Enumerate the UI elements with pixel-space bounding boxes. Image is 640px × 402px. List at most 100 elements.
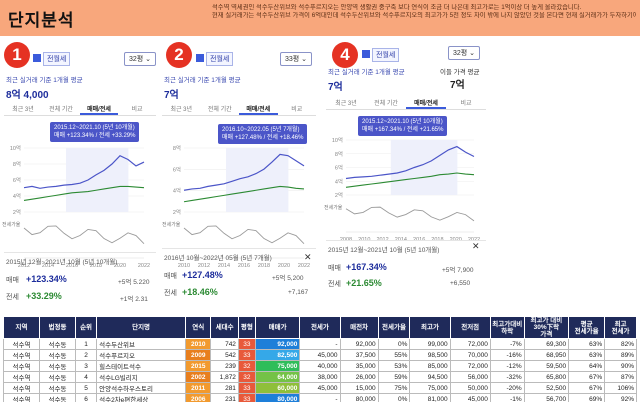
table-cell: 85,000	[409, 360, 451, 372]
period-text: 2015년 12월~2021년 10월 (5년 10개월)	[6, 259, 118, 266]
column-header[interactable]: 연식	[185, 316, 212, 339]
column-header[interactable]: 전세가율	[377, 316, 411, 339]
tab-compare[interactable]: 비교	[131, 107, 143, 113]
tab-sale-rent[interactable]: 매매/전세	[80, 104, 118, 115]
x-tick-label: 2014	[42, 263, 54, 269]
tab-all-period[interactable]: 전체 기간	[207, 107, 232, 113]
size-select[interactable]: 33평 ⌄	[280, 52, 313, 66]
table-cell: 석수역	[3, 338, 40, 350]
y-tick-label: 6억	[335, 164, 343, 172]
tab-recent-3y[interactable]: 최근 3년	[170, 107, 193, 113]
table-cell: 33	[237, 393, 256, 402]
close-icon[interactable]: ✕	[472, 241, 480, 251]
y-tick-label: 10억	[10, 144, 21, 152]
table-cell: 1,872	[210, 371, 239, 383]
tab-sale-rent[interactable]: 매매/전세	[239, 104, 278, 115]
column-header[interactable]: 평형	[237, 316, 256, 339]
size-select[interactable]: 32평 ⌄	[124, 52, 157, 66]
table-cell: 45,000	[299, 349, 341, 361]
column-header[interactable]: 최고가대비 하락	[489, 316, 525, 339]
column-header[interactable]: 순위	[74, 316, 98, 339]
tab-all-period[interactable]: 전체 기간	[374, 101, 398, 107]
table-cell: 542	[210, 349, 239, 361]
tab-compare[interactable]: 비교	[291, 107, 303, 113]
table-cell: 2006	[185, 393, 212, 402]
table-cell: 33	[237, 338, 256, 350]
column-header[interactable]: 평균 전세가율	[568, 316, 606, 339]
sale-change: +127.48%	[182, 270, 223, 280]
table-cell: 석수동	[38, 349, 76, 361]
table-row[interactable]: 석수역 석수동 5 안양석수하우스토리 2011 281 33 60,000 45,000 15,…	[3, 382, 637, 394]
avg-price-label: 이들 가격 평균	[440, 69, 480, 76]
ratio-series-line	[23, 225, 145, 244]
table-cell: 석수역	[3, 360, 40, 372]
tooltip-period: 2015.12~2021.10 (5년 10개월)	[362, 119, 443, 125]
column-header[interactable]: 단지명	[96, 316, 187, 339]
current-price: 7억	[164, 90, 179, 101]
table-cell: 2002	[185, 371, 212, 383]
size-select[interactable]: 32평 ⌄	[448, 46, 481, 60]
table-row[interactable]: 석수역 석수동 6 석수2차e편한세상 2006 231 33 80,000-80,000 0%…	[3, 393, 637, 402]
table-cell: 80,000	[254, 393, 301, 402]
table-cell: 81,000	[409, 393, 451, 402]
tab-compare[interactable]: 비교	[460, 101, 472, 107]
table-cell: 60,000	[254, 382, 301, 394]
column-header[interactable]: 매전차	[339, 316, 379, 339]
table-row[interactable]: 석수역 석수동 3 힐스테이트석수 2015 239 32 75,000 40,000 35,00…	[3, 360, 637, 372]
tooltip-change: 매매 +123.34% / 전세 +33.29%	[54, 133, 136, 139]
table-cell: 94,500	[409, 371, 451, 383]
y-tick-label: 4억	[173, 187, 181, 195]
checkbox-icon[interactable]	[362, 50, 370, 58]
table-row[interactable]: 석수역 석수동 4 석수LG빌리지 2002 1,872 32 64,000 38,000 26,…	[3, 371, 637, 383]
x-tick-label: 2010	[178, 263, 190, 269]
rent-change-amount: +1억 2.31	[120, 296, 148, 303]
column-header[interactable]: 매매가	[254, 316, 301, 339]
tab-recent-3y[interactable]: 최근 3년	[12, 107, 34, 113]
jeonse-tag[interactable]: 전월세	[206, 52, 234, 66]
tab-sale-rent[interactable]: 매매/전세	[406, 98, 446, 109]
table-cell: -16%	[489, 349, 525, 361]
checkbox-icon[interactable]	[196, 54, 204, 62]
y-tick-label: 8억	[335, 150, 343, 158]
checkbox-icon[interactable]	[33, 54, 41, 62]
table-cell: 40,000	[299, 360, 341, 372]
table-cell: 석수2차e편한세상	[96, 393, 187, 402]
column-header[interactable]: 전저점	[449, 316, 491, 339]
column-header[interactable]: 법정동	[38, 316, 76, 339]
jeonse-tag[interactable]: 전월세	[43, 52, 71, 66]
table-cell: 2	[74, 349, 98, 361]
table-cell: -7%	[489, 338, 525, 350]
column-header[interactable]: 최고가	[409, 316, 451, 339]
table-cell: 35,000	[339, 360, 379, 372]
chart-tabs: 최근 3년 전체 기간 매매/전세 비교	[4, 104, 156, 116]
table-cell: 67%	[568, 371, 606, 383]
table-cell: 석수동	[38, 382, 76, 394]
table-cell: -12%	[489, 360, 525, 372]
range-highlight	[66, 148, 129, 212]
range-tooltip: 2016.10~2022.05 (5년 7개월) 매매 +127.48% / 전…	[218, 124, 308, 144]
column-header[interactable]: 세대수	[210, 316, 239, 339]
header-note-line: 석수역 역세권인 석수두산위브와 석수푸르지오는 안양역 생활권 중구축 보다 …	[212, 4, 582, 11]
column-header[interactable]: 최고가 대비 30%下락 가격	[523, 316, 570, 339]
rent-label: 전세	[164, 290, 177, 297]
table-row[interactable]: 석수역 석수동 2 석수푸르지오 2009 542 33 82,500 45,000 37,500…	[3, 349, 637, 361]
table-cell: -	[299, 393, 341, 402]
table-cell: 80,000	[339, 393, 379, 402]
table-cell: 50,000	[449, 382, 491, 394]
column-header[interactable]: 전세가	[299, 316, 341, 339]
tab-recent-3y[interactable]: 최근 3년	[335, 101, 357, 107]
table-body: 석수역 석수동 1 석수두산위브 2010 742 33 92,000-92,000 0% 99,…	[3, 338, 637, 402]
rent-change-amount: +6,550	[450, 280, 471, 287]
jeonse-tag[interactable]: 전월세	[372, 48, 400, 62]
close-icon[interactable]: ✕	[304, 252, 312, 262]
tab-all-period[interactable]: 전체 기간	[49, 107, 73, 113]
column-header[interactable]: 지역	[3, 316, 40, 339]
table-cell: 33	[237, 349, 256, 361]
table-cell: 안양석수하우스토리	[96, 382, 187, 394]
column-header[interactable]: 최고 전세가	[604, 316, 637, 339]
table-row[interactable]: 석수역 석수동 1 석수두산위브 2010 742 33 92,000-92,000 0% 99,…	[3, 338, 637, 350]
panel-number-badge: 2	[166, 42, 192, 68]
table-cell: 석수동	[38, 371, 76, 383]
y-tick-label: 2억	[173, 208, 181, 216]
